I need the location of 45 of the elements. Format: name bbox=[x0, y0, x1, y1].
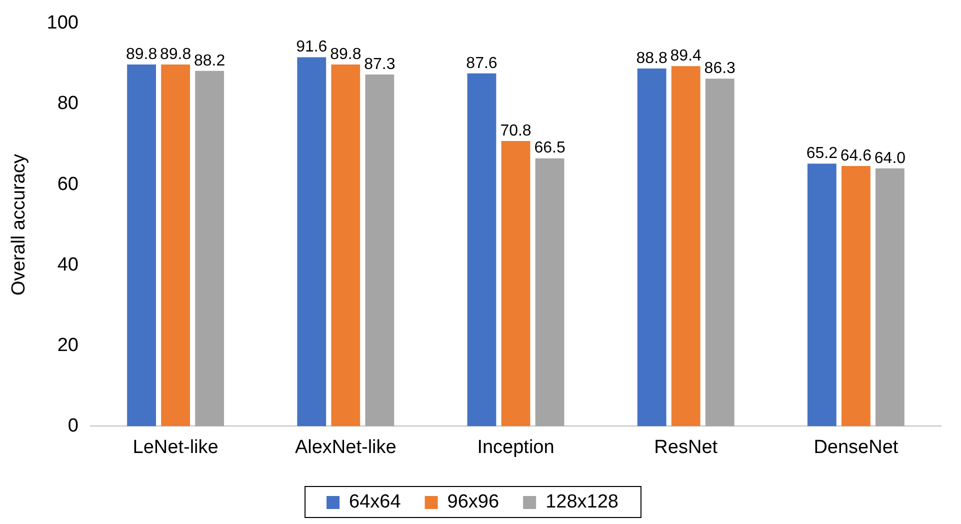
bar bbox=[127, 64, 156, 426]
x-tick-label: LeNet-like bbox=[132, 436, 218, 458]
x-tick-label: AlexNet-like bbox=[294, 436, 396, 458]
bar bbox=[161, 64, 190, 426]
legend-label: 128x128 bbox=[546, 492, 618, 513]
bar bbox=[876, 168, 904, 426]
data-label: 70.8 bbox=[500, 122, 532, 140]
bar bbox=[501, 141, 530, 426]
data-label: 64.0 bbox=[874, 150, 906, 167]
y-axis-title: Overall accuracy bbox=[8, 154, 30, 296]
bar bbox=[807, 164, 836, 426]
data-label: 89.4 bbox=[670, 48, 702, 65]
y-tick-label: 80 bbox=[57, 93, 78, 114]
data-label: 87.6 bbox=[466, 54, 498, 72]
x-tick-label: DenseNet bbox=[814, 436, 899, 458]
x-tick-label: Inception bbox=[477, 436, 554, 458]
legend-label: 64x64 bbox=[349, 492, 402, 513]
bar bbox=[705, 78, 734, 426]
y-tick-label: 0 bbox=[68, 415, 78, 436]
data-label: 65.2 bbox=[806, 144, 838, 162]
y-tick-label: 20 bbox=[57, 334, 78, 356]
y-tick-label: 40 bbox=[57, 254, 78, 276]
bar bbox=[671, 66, 700, 426]
legend-label: 96x96 bbox=[447, 492, 500, 513]
y-tick-label: 100 bbox=[46, 12, 78, 34]
data-label: 89.8 bbox=[330, 46, 362, 63]
data-label: 91.6 bbox=[296, 38, 328, 56]
data-label: 89.8 bbox=[160, 46, 192, 63]
bar bbox=[637, 68, 666, 426]
y-tick-label: 60 bbox=[57, 174, 78, 195]
data-label: 88.2 bbox=[194, 52, 226, 70]
bar bbox=[841, 166, 870, 426]
bar bbox=[365, 74, 394, 426]
data-label: 66.5 bbox=[534, 140, 566, 157]
data-label: 64.6 bbox=[840, 147, 872, 164]
bar bbox=[297, 57, 326, 426]
data-label: 87.3 bbox=[364, 56, 396, 73]
bar bbox=[535, 158, 564, 426]
data-label: 88.8 bbox=[636, 50, 668, 67]
bar bbox=[331, 64, 360, 426]
data-label: 86.3 bbox=[704, 60, 736, 77]
data-label: 89.8 bbox=[126, 46, 158, 63]
bar bbox=[467, 73, 496, 426]
x-tick-label: ResNet bbox=[654, 436, 718, 458]
bar bbox=[195, 70, 224, 426]
